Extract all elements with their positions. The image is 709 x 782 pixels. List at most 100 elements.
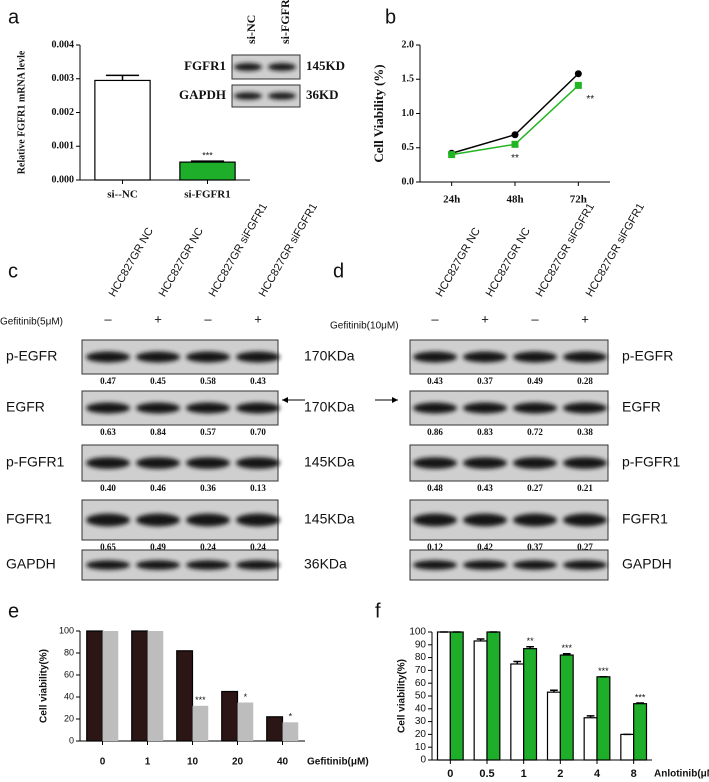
protein-label: EGFR bbox=[622, 399, 661, 415]
blot-band bbox=[563, 513, 607, 527]
y-tick-label: 1.5 bbox=[402, 74, 415, 85]
bar bbox=[449, 631, 464, 761]
bar bbox=[282, 722, 299, 741]
band-quant: 0.72 bbox=[527, 427, 543, 437]
x-tick-label: 0 bbox=[447, 768, 453, 780]
x-tick-label: 1 bbox=[521, 768, 527, 780]
x-tick-label: 48h bbox=[506, 194, 523, 206]
panel-label: f bbox=[375, 600, 381, 622]
blot-band bbox=[136, 560, 180, 570]
y-tick-label: 0.002 bbox=[52, 107, 75, 118]
blot-band bbox=[86, 402, 130, 414]
marker bbox=[511, 140, 519, 148]
x-tick-label: 2 bbox=[557, 768, 563, 780]
blot-band bbox=[236, 351, 280, 363]
band-quant: 0.47 bbox=[100, 376, 116, 386]
treatment-sign: + bbox=[581, 311, 589, 326]
band-quant: 0.24 bbox=[200, 542, 216, 552]
x-tick-label: 0 bbox=[100, 757, 106, 768]
error-bar bbox=[636, 702, 644, 704]
blot-band bbox=[136, 351, 180, 363]
x-tick-label: 0.5 bbox=[479, 768, 494, 780]
blot-band bbox=[513, 351, 557, 363]
blot-band bbox=[234, 92, 262, 100]
lane-label: si-FGFR1 bbox=[278, 0, 292, 44]
y-tick-label: 50 bbox=[415, 691, 427, 702]
blot-band bbox=[186, 513, 230, 527]
bar bbox=[596, 676, 611, 761]
protein-label: p-EGFR bbox=[6, 348, 57, 364]
lane-label: HCC827GR siFGFR1 bbox=[257, 201, 320, 299]
lane-label: HCC827GR NC bbox=[434, 226, 483, 299]
bar bbox=[102, 631, 119, 741]
y-tick-label: 0 bbox=[69, 735, 74, 745]
bar bbox=[436, 631, 451, 761]
blot-band bbox=[236, 513, 280, 527]
y-tick-label: 20 bbox=[415, 729, 427, 740]
band-quant: 0.37 bbox=[527, 542, 543, 552]
band-quant: 0.43 bbox=[477, 483, 493, 493]
error-bar bbox=[476, 638, 485, 641]
error-bar bbox=[562, 653, 571, 656]
arrow-head bbox=[392, 397, 398, 403]
y-tick-label: 2.0 bbox=[402, 39, 415, 50]
bar bbox=[266, 716, 284, 742]
lane-label: HCC827GR siFGFR1 bbox=[207, 201, 270, 299]
treatment-sign: + bbox=[154, 311, 162, 326]
bar bbox=[523, 648, 538, 761]
blot-band bbox=[136, 457, 180, 469]
marker bbox=[574, 70, 582, 78]
band-quant: 0.57 bbox=[200, 427, 216, 437]
treatment-sign: + bbox=[481, 311, 489, 326]
blot-band bbox=[413, 513, 457, 527]
panel-label: e bbox=[8, 600, 19, 622]
y-tick-label: 30 bbox=[415, 716, 427, 727]
band-quant: 0.24 bbox=[250, 542, 266, 552]
y-tick-label: 40 bbox=[415, 703, 427, 714]
blot-band bbox=[268, 63, 296, 71]
error-bar bbox=[526, 645, 534, 649]
lane-label: HCC827GR NC bbox=[157, 226, 206, 299]
band-quant: 0.36 bbox=[200, 483, 216, 493]
bar bbox=[620, 733, 635, 761]
panel-label: d bbox=[333, 260, 344, 282]
protein-label: FGFR1 bbox=[622, 511, 668, 527]
x-tick-label: 4 bbox=[594, 768, 601, 780]
blot-band bbox=[186, 457, 230, 469]
significance: *** bbox=[635, 692, 646, 702]
bar bbox=[131, 630, 149, 742]
bar bbox=[583, 717, 598, 761]
treatment-label: Gefitinib(10μM) bbox=[330, 321, 399, 332]
blot-band bbox=[463, 351, 507, 363]
band-quant: 0.46 bbox=[150, 483, 166, 493]
band-quant: 0.70 bbox=[250, 427, 266, 437]
blot-band bbox=[413, 351, 457, 363]
bar bbox=[86, 630, 104, 742]
band-quant: 0.40 bbox=[100, 483, 116, 493]
marker bbox=[448, 151, 456, 159]
treatment-sign: – bbox=[531, 311, 539, 326]
band-quant: 0.38 bbox=[577, 427, 593, 437]
blot-band bbox=[563, 457, 607, 469]
x-tick-label: 20 bbox=[232, 757, 244, 768]
y-tick-label: 0.5 bbox=[402, 142, 415, 153]
y-axis-label: Relative FGFR1 mRNA levle bbox=[16, 50, 27, 174]
x-axis-label: Gefitinib(μM) bbox=[307, 757, 369, 768]
blot-band bbox=[236, 560, 280, 570]
blot-band bbox=[563, 351, 607, 363]
blot-band bbox=[136, 402, 180, 414]
treatment-label: Gefitinib(5μM) bbox=[0, 317, 63, 328]
error-bar bbox=[513, 660, 522, 664]
x-axis-label: Anlotinib(μM) bbox=[654, 769, 709, 780]
x-tick-label: 1 bbox=[145, 757, 151, 768]
treatment-sign: – bbox=[204, 311, 212, 326]
significance: ** bbox=[586, 94, 594, 105]
bar bbox=[147, 631, 164, 741]
protein-label: p-FGFR1 bbox=[622, 454, 681, 470]
blot-band bbox=[513, 402, 557, 414]
significance: *** bbox=[195, 695, 206, 705]
protein-label: GAPDH bbox=[6, 556, 56, 572]
y-axis-label: Cell viability(%) bbox=[397, 659, 408, 733]
y-axis-label: Cell Viability (%) bbox=[371, 64, 386, 162]
size-label: 145KDa bbox=[304, 511, 355, 527]
